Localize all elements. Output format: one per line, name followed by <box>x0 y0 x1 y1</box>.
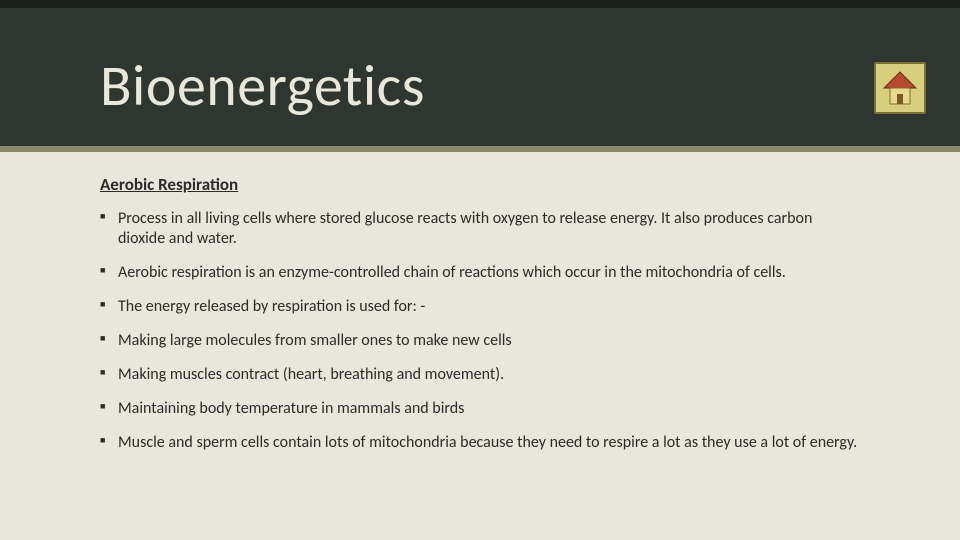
content-area: Aerobic Respiration Process in all livin… <box>0 152 960 453</box>
bullet-list: Process in all living cells where stored… <box>100 209 860 453</box>
list-item: Process in all living cells where stored… <box>100 209 860 249</box>
list-item: Making large molecules from smaller ones… <box>100 331 860 351</box>
header-underline <box>0 146 960 152</box>
list-item: Maintaining body temperature in mammals … <box>100 399 860 419</box>
list-item: The energy released by respiration is us… <box>100 297 860 317</box>
list-item: Aerobic respiration is an enzyme-control… <box>100 263 860 283</box>
header-band: Bioenergetics <box>0 0 960 152</box>
home-button[interactable] <box>874 62 926 114</box>
subheading: Aerobic Respiration <box>100 174 860 195</box>
home-icon <box>880 68 920 108</box>
list-item: Making muscles contract (heart, breathin… <box>100 365 860 385</box>
list-item: Muscle and sperm cells contain lots of m… <box>100 433 860 453</box>
page-title: Bioenergetics <box>100 50 425 121</box>
